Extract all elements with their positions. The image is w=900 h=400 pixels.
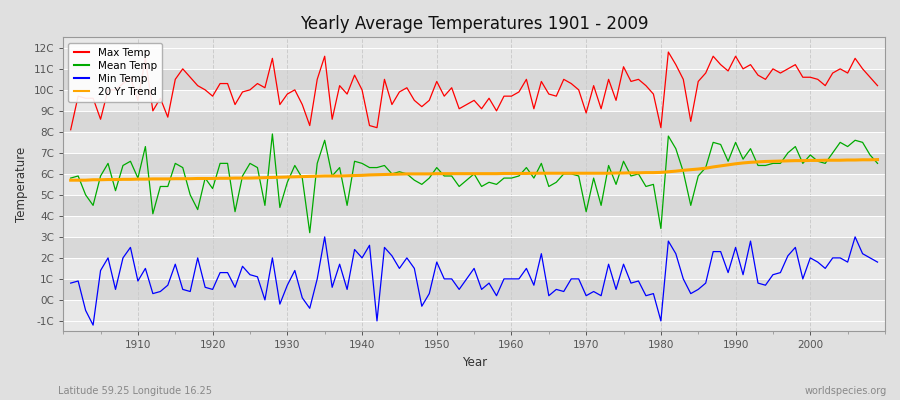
Bar (63, 37, 885, 48)
Text: worldspecies.org: worldspecies.org (805, 386, 886, 396)
X-axis label: Year: Year (462, 356, 487, 369)
Bar (63, 132, 885, 153)
Bar (63, 258, 885, 279)
Y-axis label: Temperature: Temperature (15, 147, 28, 222)
Bar (63, 300, 885, 321)
Bar (63, 237, 885, 258)
Bar (63, 321, 885, 332)
Bar (63, 48, 885, 69)
Bar (63, 174, 885, 195)
Bar (63, 195, 885, 216)
Bar (63, 111, 885, 132)
Legend: Max Temp, Mean Temp, Min Temp, 20 Yr Trend: Max Temp, Mean Temp, Min Temp, 20 Yr Tre… (68, 42, 162, 102)
Bar (63, 90, 885, 111)
Title: Yearly Average Temperatures 1901 - 2009: Yearly Average Temperatures 1901 - 2009 (300, 15, 648, 33)
Bar (63, 69, 885, 90)
Text: Latitude 59.25 Longitude 16.25: Latitude 59.25 Longitude 16.25 (58, 386, 212, 396)
Bar (63, 279, 885, 300)
Bar (63, 153, 885, 174)
Bar (63, 216, 885, 237)
